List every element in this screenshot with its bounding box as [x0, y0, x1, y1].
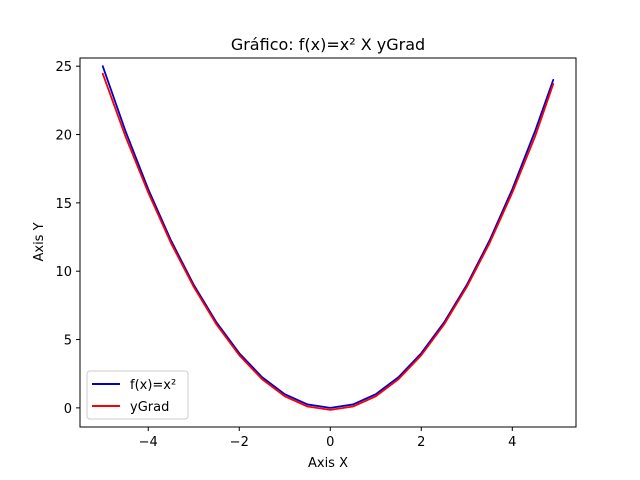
legend-label-f: f(x)=x² [130, 378, 176, 393]
y-axis-label: Axis Y [32, 222, 47, 261]
x-tick-label: 4 [508, 435, 516, 450]
x-axis: −4 −2 0 2 4 [139, 427, 516, 450]
y-tick-label: 25 [55, 60, 72, 75]
plot-area [80, 58, 576, 427]
y-axis: 0 5 10 15 20 25 [55, 60, 80, 417]
x-axis-label: Axis X [308, 456, 348, 471]
x-tick-label: 0 [326, 435, 334, 450]
y-tick-label: 0 [64, 402, 72, 417]
y-tick-label: 20 [55, 129, 72, 144]
x-tick-label: −2 [230, 435, 249, 450]
y-tick-label: 5 [64, 334, 72, 349]
plot-background [80, 58, 576, 427]
chart-title: Gráfico: f(x)=x² X yGrad [231, 35, 425, 54]
series-layer [101, 65, 555, 411]
y-tick-label: 15 [55, 197, 72, 212]
legend-label-ygrad: yGrad [130, 400, 169, 415]
plot-frame [79, 57, 577, 428]
x-tick-label: −4 [139, 435, 158, 450]
x-tick-label: 2 [417, 435, 425, 450]
series-line-1 [101, 72, 555, 411]
legend: f(x)=x² yGrad [86, 370, 189, 420]
series-line-0 [101, 65, 555, 409]
y-tick-label: 10 [55, 265, 72, 280]
